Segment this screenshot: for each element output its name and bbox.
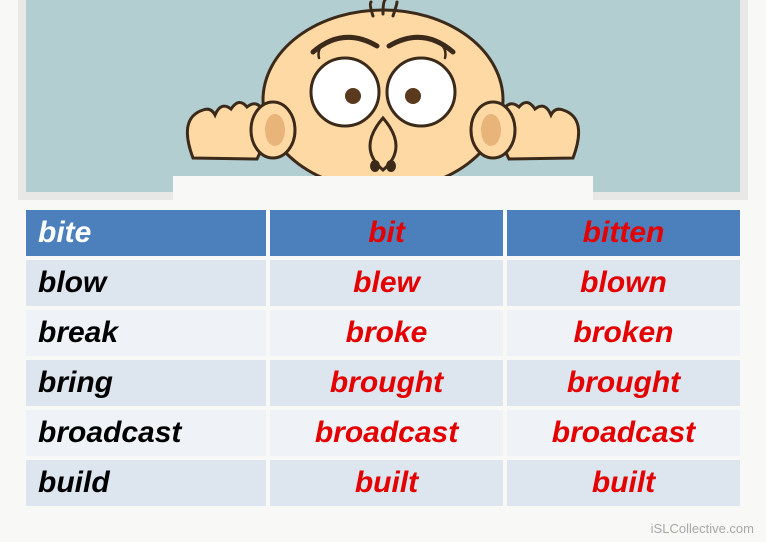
peeking-face-illustration: [173, 0, 593, 210]
past-participle-cell: brought: [507, 360, 740, 406]
base-form-cell: broadcast: [26, 410, 266, 456]
past-participle-cell: blown: [507, 260, 740, 306]
table-row: build built built: [26, 460, 740, 506]
past-form-cell: brought: [270, 360, 503, 406]
base-form-cell: blow: [26, 260, 266, 306]
credit-text: iSLCollective.com: [651, 521, 754, 536]
past-form-cell: blew: [270, 260, 503, 306]
base-form-cell: break: [26, 310, 266, 356]
table-row: bring brought brought: [26, 360, 740, 406]
past-form-cell: built: [270, 460, 503, 506]
table-row: broadcast broadcast broadcast: [26, 410, 740, 456]
past-participle-cell: built: [507, 460, 740, 506]
past-participle-cell: bitten: [507, 210, 740, 256]
base-form-cell: bring: [26, 360, 266, 406]
past-form-cell: broadcast: [270, 410, 503, 456]
past-form-cell: broke: [270, 310, 503, 356]
irregular-verbs-table: bite bit bitten blow blew blown break br…: [22, 206, 744, 510]
past-participle-cell: broken: [507, 310, 740, 356]
base-form-cell: build: [26, 460, 266, 506]
table-row: blow blew blown: [26, 260, 740, 306]
past-participle-cell: broadcast: [507, 410, 740, 456]
table-row: bite bit bitten: [26, 210, 740, 256]
table-row: break broke broken: [26, 310, 740, 356]
base-form-cell: bite: [26, 210, 266, 256]
past-form-cell: bit: [270, 210, 503, 256]
verb-table: bite bit bitten blow blew blown break br…: [22, 206, 744, 510]
